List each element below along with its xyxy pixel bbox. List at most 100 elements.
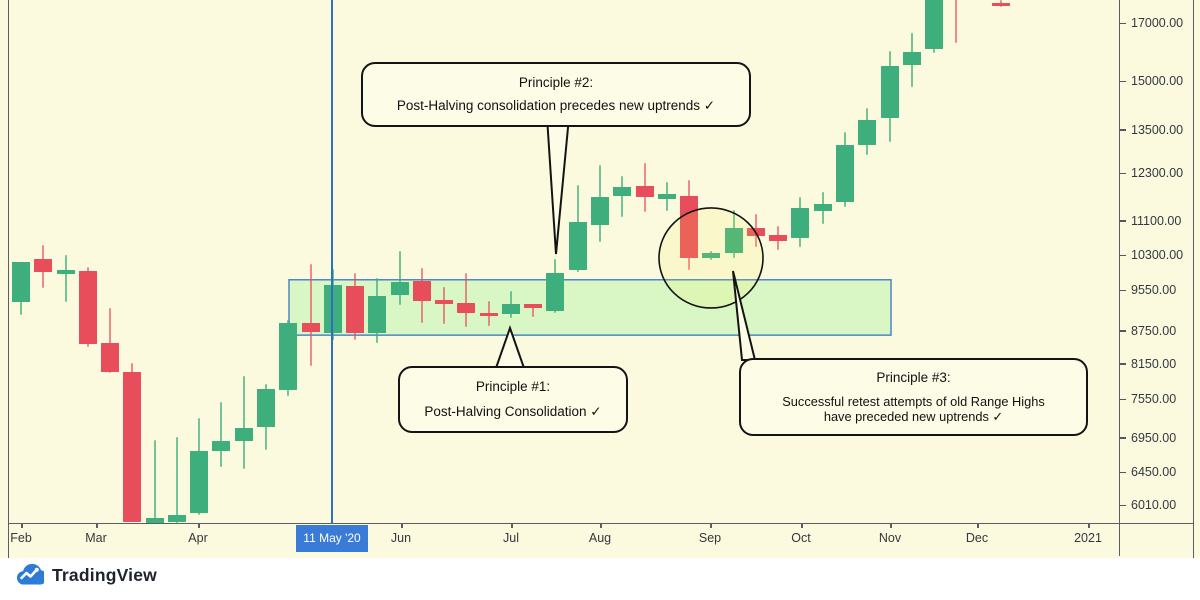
callout-text: Successful retest attempts of old Range … — [782, 393, 1045, 409]
time-axis-label: Mar — [85, 531, 107, 545]
candle-body — [835, 144, 854, 202]
candle-body — [212, 440, 231, 452]
time-axis-label: Oct — [791, 531, 811, 545]
time-axis-label: Feb — [10, 531, 32, 545]
candle-body — [145, 518, 164, 523]
candle-body — [635, 186, 654, 197]
candle-wick — [153, 439, 156, 523]
candle-wick — [220, 401, 223, 468]
candle-body — [657, 193, 676, 199]
candle-wick — [532, 303, 535, 317]
time-axis-label: Jul — [503, 531, 519, 545]
time-axis-label: Sep — [698, 531, 722, 545]
callout-principle-3[interactable]: Principle #3: Successful retest attempts… — [739, 358, 1088, 436]
candle-body — [591, 196, 610, 225]
candle-wick — [621, 176, 624, 217]
candle-body — [902, 51, 921, 65]
candle-body — [390, 281, 409, 295]
time-axis-label: 2021 — [1074, 531, 1102, 545]
candle-wick — [443, 286, 446, 325]
candle-wick — [398, 250, 401, 306]
price-axis-separator — [1120, 523, 1193, 524]
callout-title: Principle #2: — [518, 74, 594, 90]
price-axis-tick — [1120, 504, 1126, 506]
candle-body — [78, 270, 97, 344]
candle-body — [190, 451, 209, 513]
price-axis-label: 12300.00 — [1131, 166, 1184, 181]
candle-wick — [175, 436, 178, 523]
candle-body — [858, 120, 877, 145]
candle-body — [813, 203, 832, 212]
candle-body — [501, 304, 520, 314]
candle-wick — [109, 308, 112, 373]
price-axis-tick — [1120, 398, 1126, 401]
price-axis-label: 11100.00 — [1131, 213, 1182, 228]
time-axis-label: Apr — [188, 531, 208, 545]
chart-plot-area[interactable]: Principle #2: Post-Halving consolidation… — [9, 0, 1119, 523]
price-axis-tick — [1120, 22, 1126, 24]
callout-principle-1[interactable]: Principle #1: Post-Halving Consolidation… — [398, 366, 628, 433]
price-axis-label: 17000.00 — [1131, 16, 1184, 30]
time-axis-tick — [96, 524, 98, 528]
price-axis-label: 10300.00 — [1131, 248, 1184, 263]
time-axis[interactable]: 11 May '20 Feb Mar Apr Jun Jul Aug Sep Oct Nov De… — [9, 523, 1119, 557]
candle-body — [613, 187, 632, 196]
footer-bar: TradingView — [0, 558, 1200, 600]
price-axis-tick — [1120, 172, 1126, 175]
candle-body — [234, 427, 253, 441]
candle-body — [568, 221, 587, 270]
callout-title: Principle #1: — [475, 379, 551, 395]
price-axis-label: 8150.00 — [1131, 356, 1177, 371]
price-axis-label: 6450.00 — [1131, 465, 1177, 480]
candle-body — [123, 371, 142, 523]
candle-body — [524, 304, 543, 309]
price-axis-tick — [1120, 129, 1126, 131]
chart-frame: Principle #2: Post-Halving consolidation… — [8, 0, 1194, 559]
halving-date-vertical-line[interactable] — [331, 0, 333, 523]
candle-body — [724, 227, 743, 254]
candle-body — [279, 323, 298, 391]
time-axis-label: Aug — [588, 531, 612, 545]
candle-body — [479, 312, 498, 316]
candle-body — [256, 388, 275, 428]
price-axis-tick — [1120, 471, 1126, 474]
candle-body — [346, 285, 365, 333]
candle-body — [435, 300, 454, 305]
time-axis-label: Nov — [878, 531, 902, 545]
price-axis-label: 6010.00 — [1131, 498, 1177, 512]
tradingview-logo[interactable]: TradingView — [14, 563, 157, 587]
candle-body — [791, 207, 810, 239]
time-axis-tick — [801, 524, 803, 528]
time-axis-tick — [401, 524, 403, 528]
time-axis-tick — [977, 524, 979, 528]
candle-body — [101, 343, 120, 372]
candle-body — [457, 303, 476, 313]
callout-principle-2[interactable]: Principle #2: Post-Halving consolidation… — [361, 62, 751, 127]
time-axis-tick — [198, 524, 200, 528]
callout-text: have preceded new uptrends ✓ — [823, 408, 1004, 424]
candle-body — [34, 258, 53, 272]
price-axis[interactable]: 17000.00 15000.00 13500.00 12300.00 11100.00… — [1119, 0, 1193, 556]
time-axis-tick — [21, 524, 23, 528]
price-axis-label: 9550.00 — [1131, 283, 1177, 298]
price-axis-tick — [1120, 289, 1126, 292]
candle-body — [925, 0, 944, 49]
candle-wick — [955, 0, 958, 43]
candle-body — [680, 195, 699, 258]
price-axis-label: 6950.00 — [1131, 430, 1177, 445]
price-axis-label: 8750.00 — [1131, 323, 1177, 338]
price-axis-tick — [1120, 220, 1126, 222]
price-axis-tick — [1120, 254, 1126, 257]
time-axis-label: Dec — [965, 531, 989, 545]
candle-body — [746, 227, 765, 236]
candle-body — [56, 269, 75, 275]
price-axis-label: 13500.00 — [1131, 122, 1184, 137]
price-axis-label: 15000.00 — [1131, 74, 1184, 89]
price-axis-tick — [1120, 363, 1126, 365]
candle-wick — [309, 263, 312, 367]
time-axis-tick — [710, 524, 712, 528]
candle-body — [991, 2, 1010, 7]
price-axis-tick — [1120, 330, 1126, 332]
callout-text: Post-Halving Consolidation ✓ — [424, 403, 602, 419]
